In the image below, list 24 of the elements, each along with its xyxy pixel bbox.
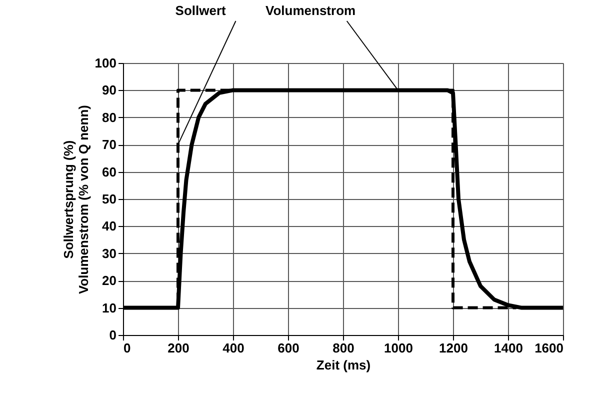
y-tick-label: 10 [102, 300, 116, 316]
y-axis-title: Sollwertsprung (%) Volumenstrom (% von Q nenn) [60, 105, 91, 294]
y-tick-label: 0 [109, 328, 116, 342]
y-tick-label: 30 [102, 246, 116, 261]
x-tick-label: 800 [332, 340, 354, 356]
y-tick-label: 70 [102, 137, 116, 152]
annotation: Volumenstrom [266, 3, 356, 18]
x-tick-label: 1600 [534, 340, 564, 356]
x-axis-title: Zeit (ms) [316, 358, 371, 372]
x-tick-label: 1000 [384, 340, 413, 356]
y-tick-label: 20 [102, 273, 116, 288]
x-tick-label: 1200 [439, 340, 468, 356]
y-tick-label: 80 [102, 110, 116, 125]
x-tick-label: 0 [124, 340, 131, 356]
y-tick-label: 60 [102, 164, 116, 180]
x-tick-label: 400 [222, 340, 244, 356]
y-tick-label: 50 [102, 192, 116, 206]
y-tick-label: 90 [102, 82, 116, 98]
x-tick-label: 1400 [494, 340, 523, 356]
x-tick-label: 600 [278, 340, 300, 356]
annotation: Sollwert [175, 3, 226, 18]
x-tick-label: 200 [168, 340, 190, 356]
y-tick-label: 100 [94, 56, 116, 70]
y-tick-label: 40 [102, 218, 116, 234]
